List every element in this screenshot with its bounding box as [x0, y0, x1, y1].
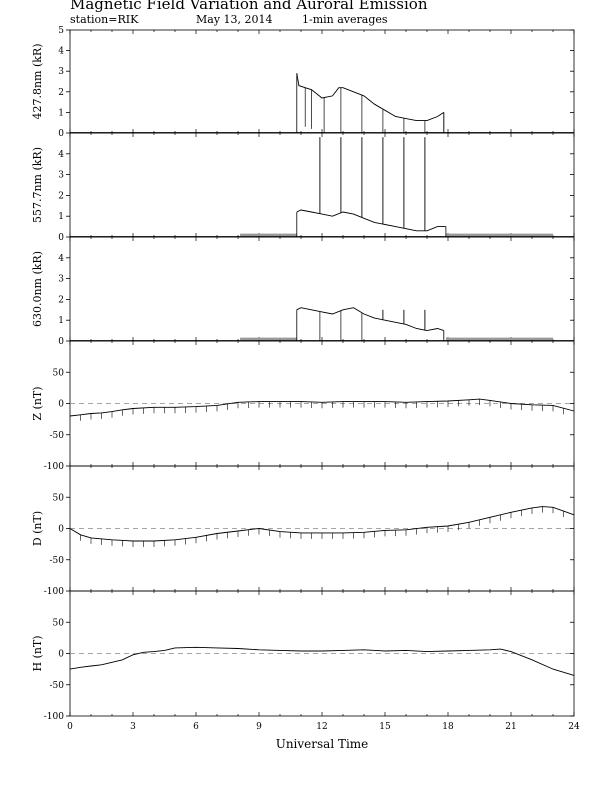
- y-tick-label: 4: [58, 150, 64, 160]
- date-label: May 13, 2014: [196, 13, 273, 26]
- y-tick-label: 1: [58, 316, 64, 326]
- station-label: station=RIK: [70, 13, 139, 26]
- y-tick-label: 5: [58, 26, 64, 36]
- panel-aurora-5577: 0 1 2 3 4 557.7nm (kR): [31, 132, 575, 243]
- y-axis-label: 557.7nm (kR): [31, 147, 44, 223]
- y-tick-label: 0: [58, 525, 64, 535]
- y-tick-label: -100: [44, 462, 64, 472]
- y-tick-label: 0: [58, 650, 64, 660]
- y-tick-label: 50: [53, 493, 65, 503]
- x-tick-label: 18: [442, 722, 454, 732]
- x-tick-label: 9: [256, 722, 262, 732]
- y-tick-label: -100: [44, 587, 64, 597]
- y-tick-label: 1: [58, 108, 64, 118]
- panel-mag-h: -100 -50 0 50 H (nT) 0 3 6 9 12 15 18 21 24 Universal …: [31, 590, 580, 751]
- x-tick-label: 12: [316, 722, 327, 732]
- y-tick-label: 2: [58, 295, 64, 305]
- series-line: [296, 73, 445, 122]
- y-tick-label: 50: [53, 368, 65, 378]
- x-tick-label: 6: [193, 722, 199, 732]
- y-tick-label: 1: [58, 212, 64, 222]
- x-tick-label: 0: [67, 722, 73, 732]
- y-tick-label: 3: [58, 67, 64, 77]
- series-line: [69, 398, 575, 417]
- y-tick-label: -50: [50, 431, 65, 441]
- x-tick-label: 21: [505, 722, 516, 732]
- panel-frame: [69, 29, 575, 134]
- y-tick-label: 4: [58, 47, 64, 57]
- x-axis-label: Universal Time: [276, 737, 369, 751]
- x-tick-label: 15: [379, 722, 391, 732]
- panel-frame: [69, 236, 575, 342]
- y-tick-label: -50: [50, 556, 65, 566]
- y-axis-label: D (nT): [31, 511, 44, 546]
- y-axis-label: H (nT): [31, 635, 44, 671]
- panel-mag-z: -100 -50 0 50 Z (nT): [31, 340, 575, 472]
- y-tick-label: 3: [58, 171, 64, 181]
- y-tick-label: 0: [58, 337, 64, 347]
- x-tick-label: 24: [568, 722, 580, 732]
- series-line: [69, 646, 575, 676]
- y-tick-label: 2: [58, 88, 64, 98]
- y-axis-label: 427.8nm (kR): [31, 43, 44, 119]
- panel-mag-d: -100 -50 0 50 D (nT): [31, 465, 575, 597]
- y-tick-label: 0: [58, 400, 64, 410]
- series-line: [296, 209, 446, 232]
- y-tick-label: 0: [58, 233, 64, 243]
- series-line: [296, 307, 444, 332]
- y-tick-label: 3: [58, 275, 64, 285]
- y-tick-label: -100: [44, 712, 64, 722]
- y-tick-label: 4: [58, 254, 64, 264]
- panel-frame: [69, 132, 575, 238]
- panel-aurora-6300: 0 1 2 3 4 630.0nm (kR): [31, 236, 575, 347]
- y-tick-label: 0: [58, 129, 64, 139]
- x-tick-label: 3: [130, 722, 136, 732]
- y-axis-label: Z (nT): [31, 386, 44, 420]
- y-axis-label: 630.0nm (kR): [31, 251, 44, 327]
- panel-aurora-4278: 0 1 2 3 4 5 427.8nm (kR): [31, 26, 575, 139]
- y-tick-label: 50: [53, 618, 65, 628]
- figure-title: Magnetic Field Variation and Auroral Emi…: [70, 0, 428, 13]
- averaging-label: 1-min averages: [302, 13, 388, 26]
- y-tick-label: 2: [58, 191, 64, 201]
- y-tick-label: -50: [50, 681, 65, 691]
